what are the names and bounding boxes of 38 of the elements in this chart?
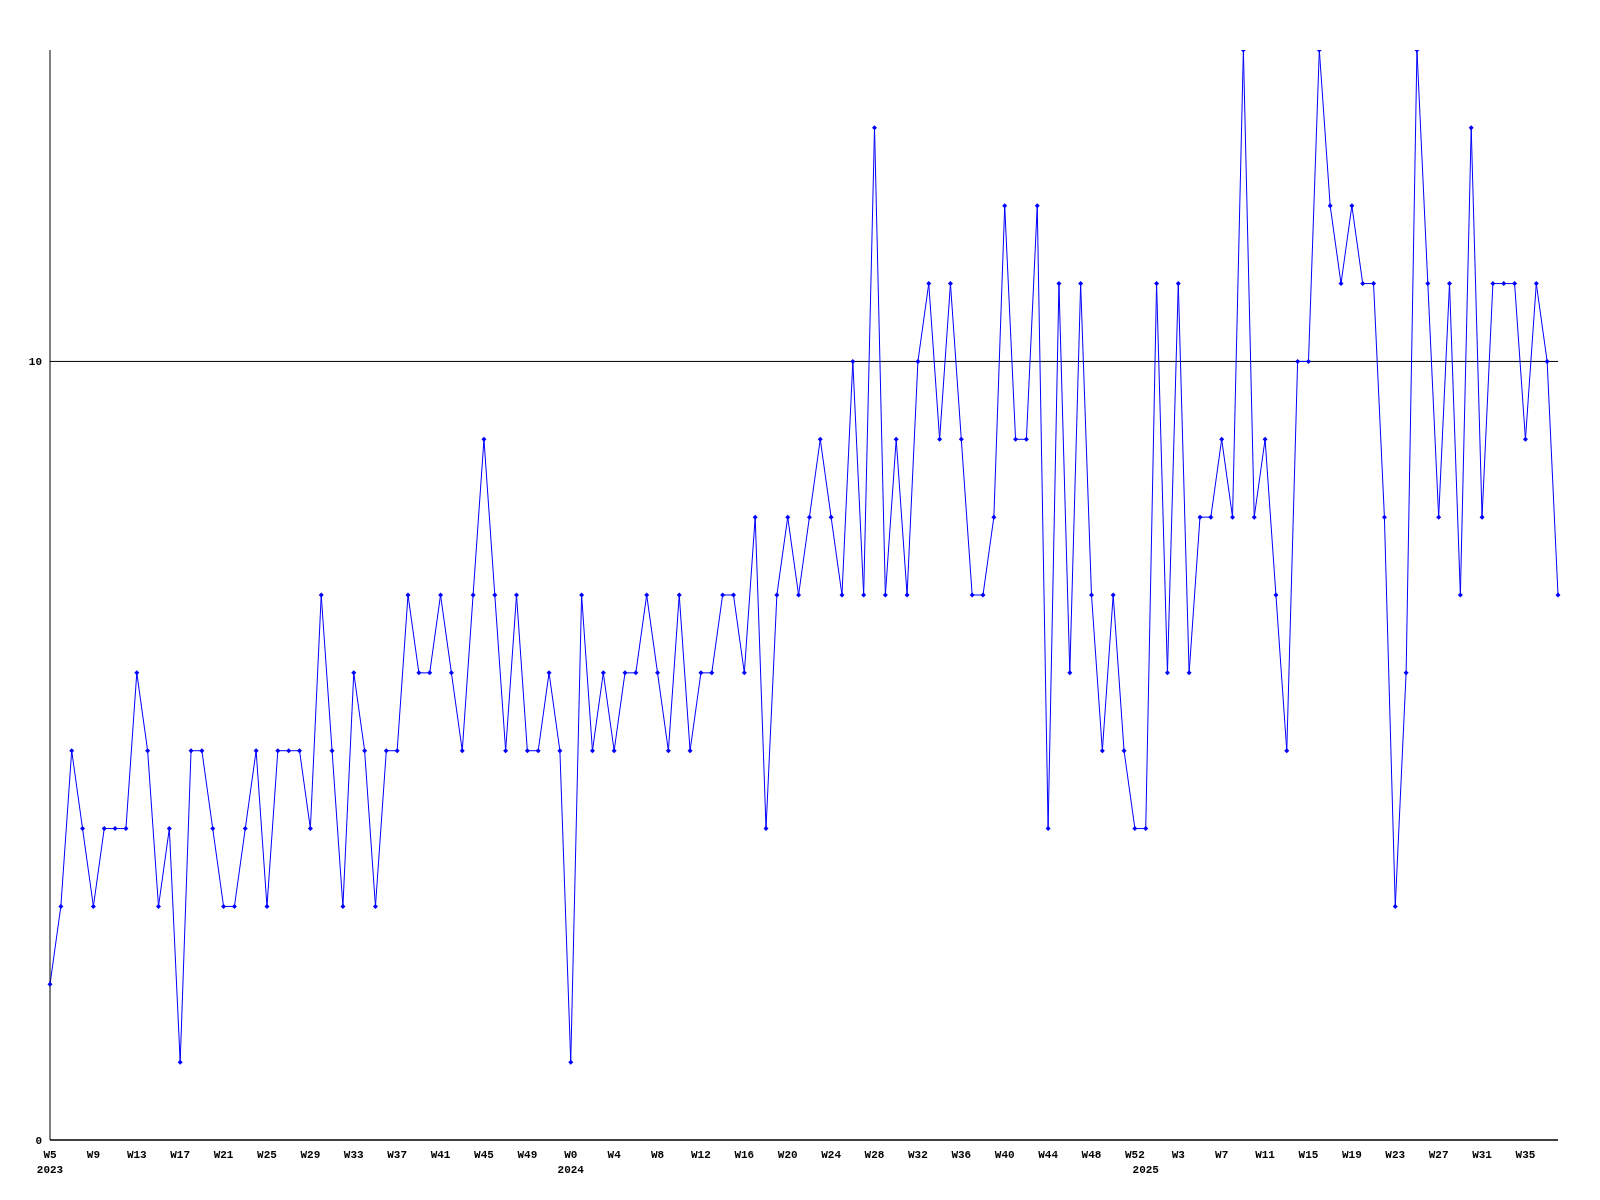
x-tick-label: W17 — [170, 1149, 191, 1161]
x-tick-label: W5 2023 — [36, 1149, 64, 1176]
x-tick-label: W9 — [86, 1149, 100, 1161]
x-tick-label: W4 — [607, 1149, 622, 1161]
x-tick-label: W13 — [126, 1149, 148, 1161]
x-tick-label: W16 — [734, 1149, 755, 1161]
y-tick-label: 0 — [35, 1134, 42, 1147]
y-tick-label: 10 — [28, 356, 42, 369]
x-tick-label: W27 — [1428, 1149, 1449, 1161]
x-tick-label: W45 — [474, 1149, 495, 1161]
x-tick-label: W8 — [650, 1149, 665, 1161]
x-tick-label: W35 — [1515, 1149, 1536, 1161]
x-tick-label: W24 — [821, 1149, 842, 1161]
x-tick-label: W19 — [1341, 1149, 1362, 1161]
x-tick-label: W20 — [777, 1149, 798, 1161]
x-tick-label: W25 — [257, 1149, 278, 1161]
x-tick-label: W41 — [430, 1149, 451, 1161]
x-tick-label: W23 — [1385, 1149, 1406, 1161]
x-tick-label: W32 — [908, 1149, 928, 1161]
x-tick-label: W11 — [1255, 1149, 1276, 1161]
x-tick-label: W52 — [1124, 1149, 1145, 1161]
x-tick-label: W49 — [517, 1149, 538, 1161]
x-tick-label: 2025 — [1132, 1164, 1160, 1176]
x-tick-label: W21 — [213, 1149, 234, 1161]
x-tick-label: W44 — [1038, 1149, 1059, 1161]
x-tick-label: W48 — [1081, 1149, 1102, 1161]
x-tick-label: W40 — [994, 1149, 1015, 1161]
x-tick-label: W12 — [691, 1149, 711, 1161]
x-tick-label: W33 — [343, 1149, 365, 1161]
x-tick-label: W28 — [864, 1149, 885, 1161]
x-tick-label: W0 2024 — [557, 1149, 585, 1176]
x-tick-label: W3 — [1171, 1149, 1186, 1161]
x-tick-label: W31 — [1472, 1149, 1493, 1161]
x-tick-label: W36 — [951, 1149, 972, 1161]
x-tick-label: W15 — [1298, 1149, 1319, 1161]
x-tick-label: W29 — [300, 1149, 321, 1161]
x-tick-label: W7 — [1215, 1149, 1229, 1161]
x-tick-label: W37 — [387, 1149, 408, 1161]
